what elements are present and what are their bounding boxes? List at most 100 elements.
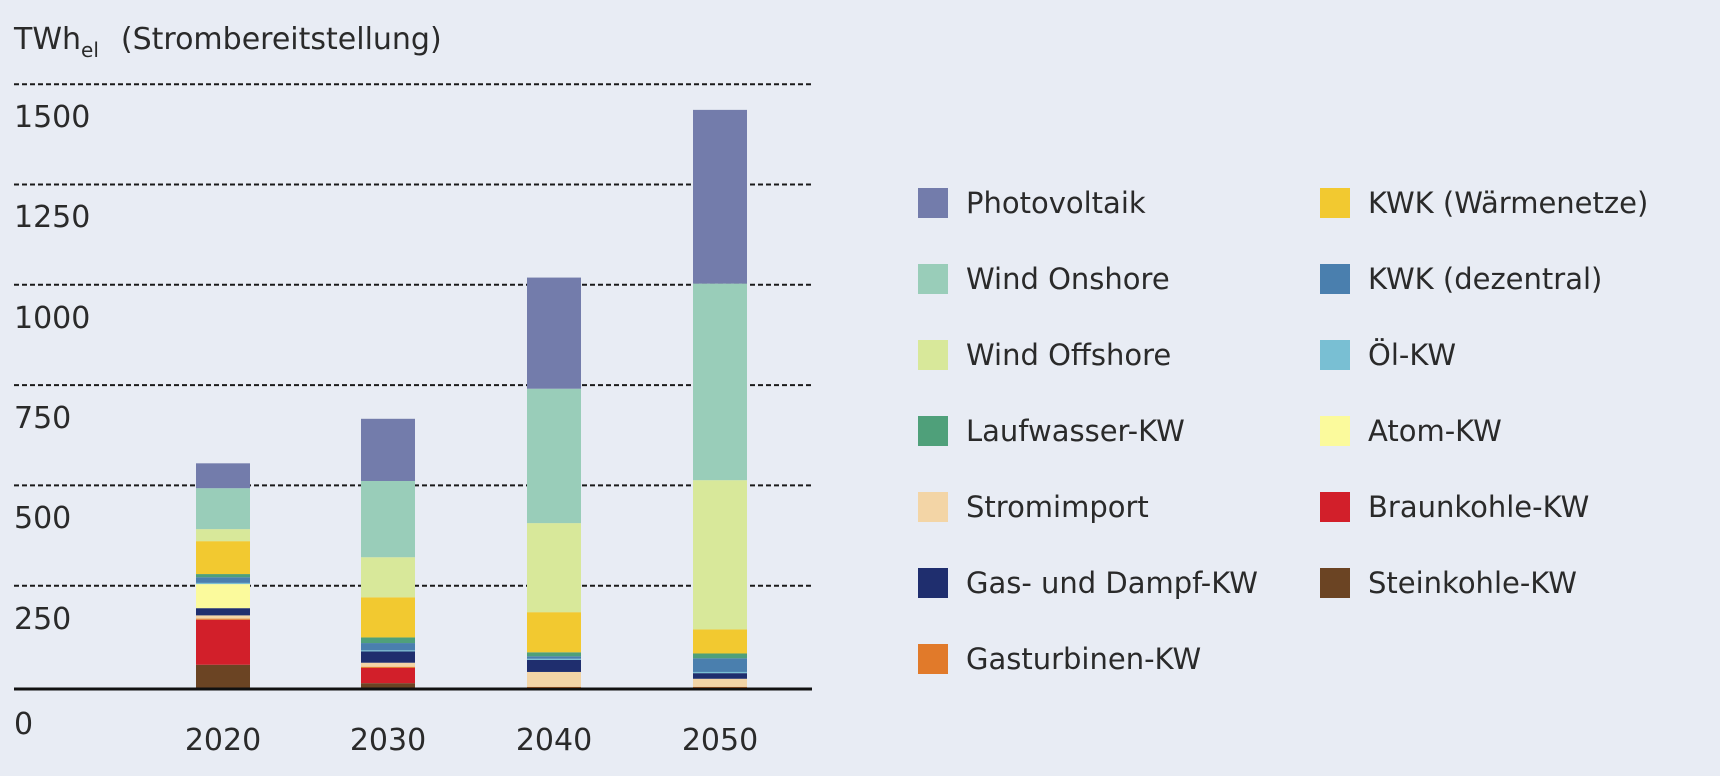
y-tick-label: 250 — [14, 602, 71, 637]
bar-segment — [196, 584, 250, 609]
bar-segment — [527, 523, 581, 613]
bar-segment — [693, 629, 747, 654]
bar-segment — [361, 557, 415, 598]
legend-item: KWK (dezentral) — [1320, 262, 1602, 296]
bar-segment — [527, 671, 581, 687]
legend-item: Braunkohle-KW — [1320, 490, 1589, 524]
bar-segment — [196, 582, 250, 585]
legend-item: Atom-KW — [1320, 414, 1502, 448]
bar-segment — [361, 597, 415, 638]
bar-segment — [693, 686, 747, 688]
bar-segment — [361, 650, 415, 652]
bar-segment — [196, 574, 250, 578]
y-tick-label: 750 — [14, 401, 71, 436]
x-tick-label: 2020 — [185, 723, 261, 758]
legend-swatch — [918, 264, 948, 294]
legend-label: Braunkohle-KW — [1368, 490, 1590, 524]
bar-segment — [361, 480, 415, 558]
legend-label: Laufwasser-KW — [966, 414, 1185, 448]
bar-segment — [693, 658, 747, 672]
legend-swatch — [918, 416, 948, 446]
legend-label: Gas- und Dampf-KW — [966, 566, 1258, 600]
legend-label: Wind Offshore — [966, 338, 1172, 372]
y-tick-label: 1000 — [14, 301, 90, 336]
bar-segment — [196, 541, 250, 575]
legend-label: Öl-KW — [1368, 338, 1457, 372]
legend-item: Photovoltaik — [918, 186, 1146, 220]
x-tick-label: 2050 — [682, 723, 758, 758]
bar-segment — [196, 619, 250, 665]
legend-label: Wind Onshore — [966, 262, 1170, 296]
bar-segment — [196, 608, 250, 616]
bar-segment — [361, 662, 415, 667]
bar-segment — [527, 277, 581, 389]
legend-label: Atom-KW — [1368, 414, 1502, 448]
legend-label: Steinkohle-KW — [1368, 566, 1577, 600]
bar-segment — [196, 488, 250, 530]
bar-segment — [196, 529, 250, 542]
y-tick-label: 1250 — [14, 200, 90, 235]
bar-segment — [196, 463, 250, 489]
legend-item: Wind Offshore — [918, 338, 1171, 372]
legend-item: Gas- und Dampf-KW — [918, 566, 1258, 600]
y-axis-unit-label: TWhel (Strombereitstellung) — [14, 22, 442, 62]
bar-segment — [527, 686, 581, 688]
legend-swatch — [1320, 264, 1350, 294]
legend-item: Wind Onshore — [918, 262, 1170, 296]
bar-segment — [693, 673, 747, 679]
bar-segment — [527, 658, 581, 660]
bar-segment — [361, 651, 415, 663]
y-tick-label: 500 — [14, 501, 71, 536]
unit-text: TWh — [14, 22, 82, 57]
bar-segment — [196, 664, 250, 688]
legend-swatch — [918, 644, 948, 674]
bar-segment — [693, 283, 747, 481]
y-tick-label: 0 — [14, 707, 33, 742]
legend-label: KWK (Wärmenetze) — [1368, 186, 1649, 220]
bar-segment — [196, 577, 250, 583]
bar-segment — [361, 643, 415, 651]
unit-subscript: el — [81, 38, 99, 62]
legend-item: Laufwasser-KW — [918, 414, 1185, 448]
bar-segment — [361, 637, 415, 644]
bar-segment — [361, 683, 415, 688]
legend-item: Gasturbinen-KW — [918, 642, 1201, 676]
legend-swatch — [1320, 188, 1350, 218]
legend-swatch — [1320, 568, 1350, 598]
bar-segment — [527, 388, 581, 524]
bar-segment — [693, 678, 747, 687]
legend-label: Photovoltaik — [966, 186, 1146, 220]
bar-segment — [693, 480, 747, 630]
legend-item: Steinkohle-KW — [1320, 566, 1577, 600]
legend-swatch — [918, 492, 948, 522]
legend-item: KWK (Wärmenetze) — [1320, 186, 1648, 220]
legend-swatch — [918, 568, 948, 598]
bar-segment — [196, 615, 250, 619]
x-tick-label: 2040 — [516, 723, 592, 758]
x-tick-label: 2030 — [350, 723, 426, 758]
bar-segment — [693, 653, 747, 659]
bar-segment — [527, 612, 581, 653]
legend-swatch — [918, 188, 948, 218]
chart-subtitle: (Strombereitstellung) — [120, 22, 442, 57]
legend-swatch — [918, 340, 948, 370]
y-tick-label: 1500 — [14, 100, 90, 135]
legend-swatch — [1320, 492, 1350, 522]
bar-segment — [361, 418, 415, 481]
legend-label: KWK (dezentral) — [1368, 262, 1603, 296]
bar-segment — [196, 618, 250, 620]
bar-segment — [693, 671, 747, 674]
bar-segment — [527, 659, 581, 672]
bar-segment — [527, 652, 581, 657]
bar-segment — [527, 656, 581, 659]
legend-swatch — [1320, 340, 1350, 370]
legend-label: Gasturbinen-KW — [966, 642, 1202, 676]
legend-swatch — [1320, 416, 1350, 446]
bar-segment — [693, 109, 747, 284]
bar-segment — [361, 667, 415, 684]
bar-segment — [361, 666, 415, 668]
legend-item: Stromimport — [918, 490, 1149, 524]
legend-item: Öl-KW — [1320, 338, 1456, 372]
legend-label: Stromimport — [966, 490, 1149, 524]
